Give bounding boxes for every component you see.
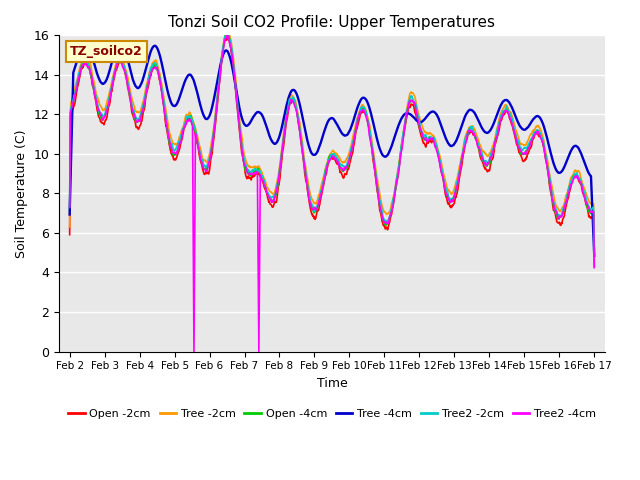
Tree -2cm bbox=[182, 112, 190, 118]
Open -2cm bbox=[225, 33, 232, 38]
Text: TZ_soilco2: TZ_soilco2 bbox=[70, 45, 143, 58]
Tree2 -4cm bbox=[223, 33, 231, 38]
Tree -4cm bbox=[183, 75, 191, 81]
Tree -4cm bbox=[529, 118, 536, 123]
Tree2 -2cm bbox=[413, 110, 421, 116]
Open -2cm bbox=[182, 120, 190, 126]
Open -2cm bbox=[241, 171, 249, 177]
Tree -4cm bbox=[66, 212, 74, 217]
Tree -2cm bbox=[66, 224, 74, 230]
Open -4cm bbox=[413, 114, 421, 120]
Line: Tree -2cm: Tree -2cm bbox=[70, 36, 595, 253]
Open -4cm bbox=[529, 134, 536, 140]
Tree -2cm bbox=[591, 250, 598, 256]
Open -2cm bbox=[170, 156, 177, 162]
Tree -2cm bbox=[529, 129, 536, 135]
X-axis label: Time: Time bbox=[317, 377, 348, 390]
Tree2 -4cm bbox=[182, 120, 190, 126]
Line: Tree2 -4cm: Tree2 -4cm bbox=[70, 36, 595, 351]
Tree2 -2cm bbox=[170, 147, 177, 153]
Open -4cm bbox=[66, 208, 74, 214]
Tree2 -4cm bbox=[242, 165, 250, 170]
Tree2 -4cm bbox=[414, 116, 422, 122]
Open -2cm bbox=[66, 232, 74, 238]
Tree -4cm bbox=[413, 118, 421, 124]
Open -4cm bbox=[222, 33, 230, 38]
Tree2 -4cm bbox=[529, 136, 536, 142]
Tree -2cm bbox=[241, 156, 249, 161]
Line: Open -2cm: Open -2cm bbox=[70, 36, 595, 249]
Legend: Open -2cm, Tree -2cm, Open -4cm, Tree -4cm, Tree2 -2cm, Tree2 -4cm: Open -2cm, Tree -2cm, Open -4cm, Tree -4… bbox=[64, 405, 600, 423]
Open -2cm bbox=[413, 118, 421, 124]
Tree -4cm bbox=[591, 253, 598, 259]
Tree2 -4cm bbox=[66, 204, 74, 210]
Tree2 -2cm bbox=[482, 158, 490, 164]
Open -4cm bbox=[591, 264, 598, 270]
Tree2 -2cm bbox=[591, 263, 598, 268]
Tree -4cm bbox=[170, 103, 178, 109]
Tree2 -4cm bbox=[483, 162, 490, 168]
Tree2 -4cm bbox=[591, 265, 598, 271]
Y-axis label: Soil Temperature (C): Soil Temperature (C) bbox=[15, 129, 28, 258]
Tree -4cm bbox=[482, 130, 490, 135]
Tree -2cm bbox=[413, 107, 421, 112]
Tree2 -2cm bbox=[241, 161, 249, 167]
Tree -2cm bbox=[170, 141, 177, 146]
Open -4cm bbox=[482, 162, 490, 168]
Tree -2cm bbox=[221, 33, 229, 38]
Tree2 -2cm bbox=[182, 115, 190, 121]
Open -4cm bbox=[182, 117, 190, 123]
Tree2 -4cm bbox=[170, 150, 177, 156]
Open -2cm bbox=[591, 246, 598, 252]
Open -2cm bbox=[482, 167, 490, 172]
Tree -4cm bbox=[116, 39, 124, 45]
Line: Tree2 -2cm: Tree2 -2cm bbox=[70, 36, 595, 265]
Tree2 -2cm bbox=[66, 204, 74, 209]
Open -4cm bbox=[170, 152, 177, 158]
Open -4cm bbox=[241, 168, 249, 174]
Tree -2cm bbox=[482, 151, 490, 156]
Open -2cm bbox=[529, 139, 536, 144]
Tree2 -2cm bbox=[222, 33, 230, 38]
Line: Open -4cm: Open -4cm bbox=[70, 36, 595, 267]
Title: Tonzi Soil CO2 Profile: Upper Temperatures: Tonzi Soil CO2 Profile: Upper Temperatur… bbox=[168, 15, 495, 30]
Tree -4cm bbox=[241, 122, 249, 128]
Tree2 -4cm bbox=[190, 348, 198, 354]
Tree2 -2cm bbox=[529, 135, 536, 141]
Line: Tree -4cm: Tree -4cm bbox=[70, 42, 595, 256]
